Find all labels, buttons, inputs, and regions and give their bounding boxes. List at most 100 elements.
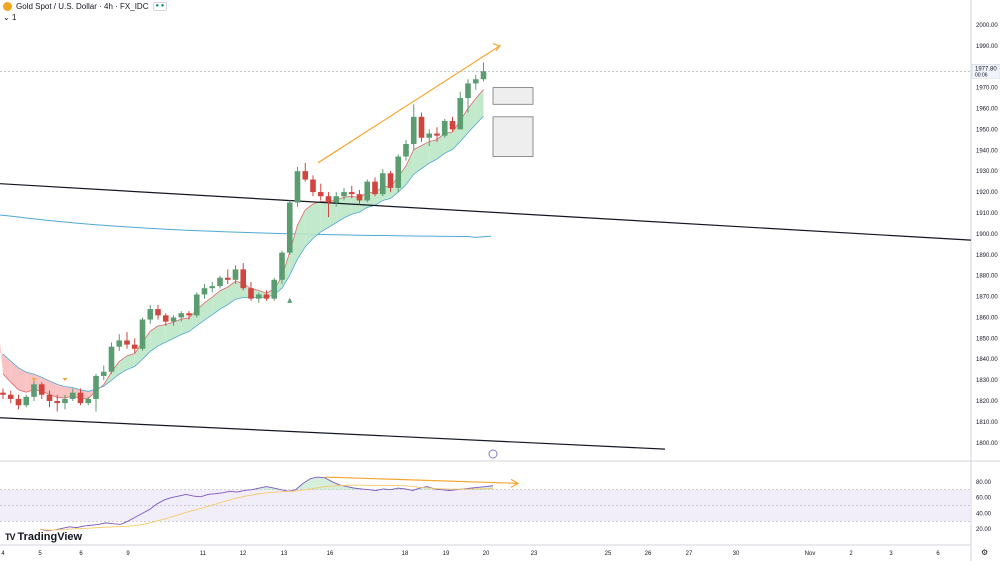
candle-body — [441, 121, 448, 136]
rsi-ma-line — [39, 484, 494, 531]
market-status-icon[interactable]: ● ● — [152, 2, 168, 11]
ema-cloud-segment — [227, 281, 236, 305]
price-tick-label: 1870.00 — [976, 295, 998, 301]
time-tick-label: 4 — [1, 551, 5, 557]
ema-cloud-segment — [328, 199, 337, 228]
candle-body — [426, 133, 433, 138]
rsi-tick-label: 40.00 — [976, 511, 992, 517]
candle-body — [170, 317, 177, 322]
candle-body — [124, 340, 130, 345]
candle-body — [93, 375, 99, 399]
time-tick-label: 5 — [38, 551, 42, 557]
ema-cloud-segment — [57, 384, 65, 398]
candle-body — [100, 371, 107, 376]
signal-marker-icon — [62, 378, 68, 382]
symbol-title[interactable]: Gold Spot / U.S. Dollar · 4h · FX_IDC — [16, 2, 149, 11]
candle-body — [116, 340, 123, 347]
candle-body — [294, 171, 301, 203]
ema-cloud-segment — [220, 287, 228, 310]
rsi-line — [39, 476, 494, 532]
price-tick-label: 1830.00 — [976, 378, 998, 384]
event-marker-icon — [488, 449, 498, 459]
settings-gear-icon[interactable]: ⚙ — [981, 548, 989, 557]
price-tick-label: 1990.00 — [976, 44, 998, 50]
current-price-tag — [971, 64, 1000, 79]
signal-marker-icon — [31, 378, 37, 382]
supply-zone-box — [492, 116, 534, 157]
ema-cloud-segment — [158, 324, 166, 346]
price-tick-label: 1800.00 — [976, 441, 998, 447]
candle-body — [418, 116, 425, 138]
price-tick-label: 1900.00 — [976, 232, 998, 238]
collapse-count: 1 — [11, 13, 17, 22]
time-tick-label: Nov — [805, 551, 816, 557]
current-price-label: 1977.80 — [975, 66, 997, 72]
time-tick-label: 11 — [200, 551, 207, 557]
candle-body — [465, 83, 471, 99]
ema-cloud-segment — [320, 201, 329, 232]
time-tick-label: 9 — [126, 551, 130, 557]
candle-body — [472, 79, 479, 84]
signal-marker-icon — [287, 297, 293, 303]
time-tick-label: 23 — [531, 551, 538, 557]
candle-body — [379, 173, 386, 195]
time-tick-label: 27 — [686, 551, 693, 557]
time-tick-label: 26 — [645, 551, 652, 557]
time-tick-label: 12 — [240, 551, 247, 557]
ema-cloud-segment — [3, 354, 11, 383]
price-tick-label: 1810.00 — [976, 420, 998, 426]
candle-body — [240, 269, 247, 289]
tv-logo-icon: TV — [5, 532, 15, 542]
ema-cloud-segment — [437, 133, 445, 159]
candle-body — [333, 196, 340, 203]
ema-cloud-segment — [204, 297, 213, 321]
collapse-toggle[interactable]: ⌄ 1 — [3, 13, 17, 22]
price-tick-label: 1860.00 — [976, 315, 998, 321]
ema-cloud-segment — [460, 108, 468, 142]
ema-cloud-segment — [406, 149, 414, 185]
price-tick-label: 2000.00 — [976, 23, 998, 29]
candle-body — [131, 344, 138, 349]
ema-cloud-segment — [351, 196, 360, 215]
candle-body — [178, 313, 185, 318]
candle-body — [271, 279, 278, 299]
candle-body — [317, 192, 324, 197]
candle-body — [162, 315, 169, 322]
price-tick-label: 1880.00 — [976, 274, 998, 280]
time-tick-label: 2 — [849, 551, 853, 557]
candle-body — [85, 398, 92, 404]
ema-cloud-segment — [150, 325, 158, 352]
ema-cloud-segment — [49, 380, 58, 398]
ema-cloud-segment — [305, 203, 313, 247]
ema-cloud-segment — [18, 367, 27, 393]
candle-body — [356, 194, 363, 201]
candle-body — [209, 286, 216, 289]
time-tick-label: 20 — [483, 551, 490, 557]
candle-body — [201, 288, 208, 295]
candle-body — [69, 392, 76, 399]
ema-cloud-segment — [344, 196, 352, 218]
ema-cloud-segment — [313, 201, 321, 239]
candle-body — [286, 202, 293, 253]
time-tick-label: 19 — [443, 551, 450, 557]
gold-symbol-icon — [3, 2, 12, 11]
trend-arrow-head — [492, 43, 502, 52]
candle-body — [15, 398, 22, 406]
upper-trendline — [0, 183, 972, 241]
candle-body — [410, 116, 417, 145]
candle-body — [279, 252, 285, 280]
candle-body — [7, 394, 14, 399]
trend-arrow-line — [317, 45, 501, 164]
tradingview-logo: TV TradingView — [5, 531, 82, 543]
candle-body — [302, 171, 309, 180]
time-tick-label: 6 — [79, 551, 83, 557]
ema-cloud-segment — [475, 89, 484, 125]
candle-body — [364, 181, 371, 201]
ema-cloud-segment — [429, 139, 437, 164]
rsi-divergence-arrow-line — [324, 476, 519, 484]
ema-cloud-segment — [212, 290, 220, 315]
current-price-countdown: 00:06 — [975, 72, 988, 78]
lower-trendline — [0, 417, 666, 450]
time-tick-label: 3 — [889, 551, 893, 557]
